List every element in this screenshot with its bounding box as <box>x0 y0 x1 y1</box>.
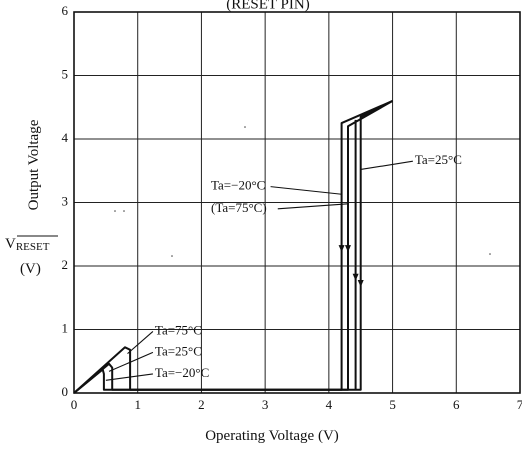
x-tick-label: 1 <box>134 397 141 412</box>
x-tick-label: 5 <box>389 397 396 412</box>
x-tick-label: 2 <box>198 397 205 412</box>
gridlines <box>74 12 520 393</box>
y-tick-label: 0 <box>62 384 69 399</box>
direction-arrow <box>344 245 351 253</box>
y-axis-symbol-v: V <box>5 236 16 252</box>
series-line <box>73 100 394 394</box>
x-tick-label: 6 <box>453 397 460 412</box>
y-axis-symbol: VRESET <box>5 235 58 253</box>
annotation-leader <box>105 373 153 381</box>
annotation-leader <box>108 351 154 372</box>
series-label: Ta=25°C <box>415 152 462 167</box>
y-tick-label: 1 <box>62 320 69 335</box>
series-curves <box>73 99 394 394</box>
series-label: Ta=75°C <box>155 322 202 337</box>
y-tick-label: 5 <box>62 66 69 81</box>
annotation-leader <box>127 330 154 355</box>
direction-arrow <box>338 245 345 253</box>
series-label: (Ta=75°C) <box>211 200 267 215</box>
x-axis-label: Operating Voltage (V) <box>205 428 339 444</box>
svg-text:VRESET: VRESET <box>5 236 50 253</box>
annotation-leader <box>277 203 349 210</box>
direction-arrow <box>357 280 364 288</box>
y-axis-symbol-subscript: RESET <box>16 241 50 253</box>
scan-specks <box>114 126 491 257</box>
x-tick-label: 4 <box>326 397 333 412</box>
y-axis-label: Output Voltage <box>26 119 42 210</box>
series-label: Ta=−20°C <box>211 178 265 193</box>
direction-arrow <box>352 273 359 281</box>
x-tick-label: 7 <box>517 397 522 412</box>
series-annotations: Ta=75°C Ta=25°C Ta=−20°C Ta=−20°C (Ta=75°C) T… <box>105 152 462 381</box>
y-tick-label: 2 <box>62 257 69 272</box>
series-line <box>73 99 393 394</box>
series-label: Ta=−20°C <box>155 365 209 380</box>
tick-labels: 0 1 2 3 4 5 6 7 0 1 2 3 4 5 6 <box>62 3 522 412</box>
chart-title: (RESET PIN) <box>226 0 309 12</box>
y-tick-label: 3 <box>62 193 69 208</box>
y-axis-unit: (V) <box>20 261 41 277</box>
y-tick-label: 4 <box>62 130 69 145</box>
x-tick-label: 3 <box>262 397 269 412</box>
x-tick-label: 0 <box>71 397 78 412</box>
annotation-leader <box>360 160 413 171</box>
series-label: Ta=25°C <box>155 343 202 358</box>
annotation-leader <box>270 186 342 195</box>
plot-frame <box>73 11 521 394</box>
y-tick-label: 6 <box>62 3 69 18</box>
